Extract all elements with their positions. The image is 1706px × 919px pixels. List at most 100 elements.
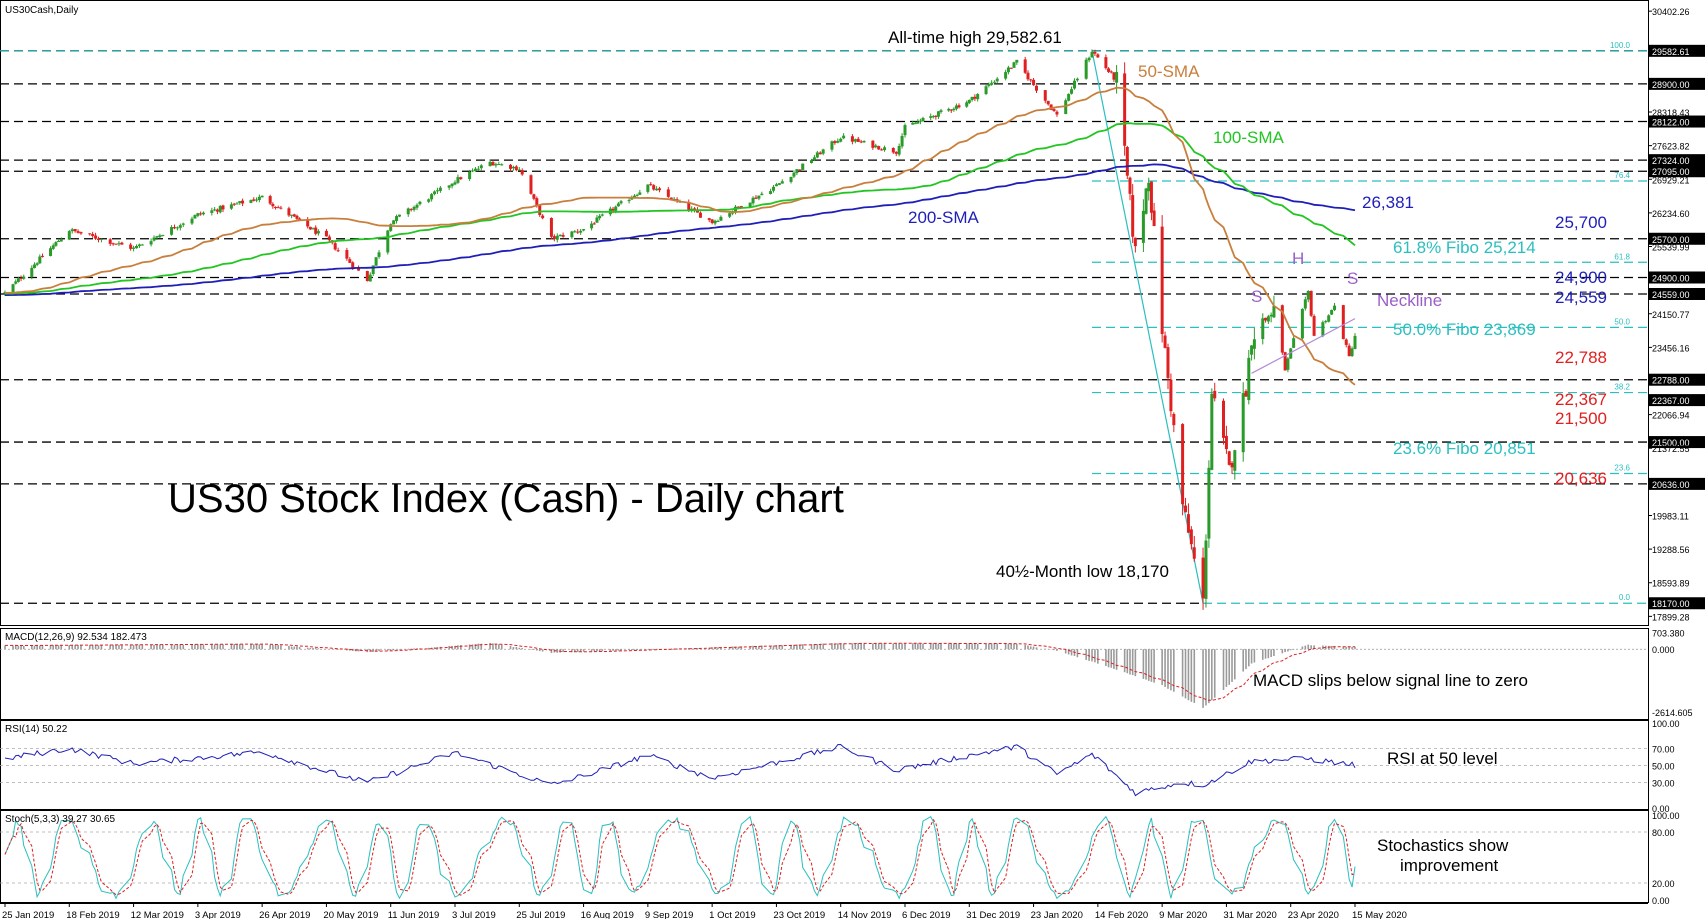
candle (97, 236, 101, 243)
candle (1201, 547, 1205, 610)
candle-body (1026, 72, 1030, 80)
candle-body (1289, 348, 1293, 359)
stoch-d-line (4, 818, 1356, 896)
candle-body (1067, 93, 1071, 101)
candle-body (913, 123, 917, 125)
candle (1004, 69, 1008, 81)
candle-body (70, 229, 74, 232)
candle (412, 205, 416, 212)
candle-body (842, 135, 846, 139)
candle (70, 227, 74, 234)
candle (1109, 70, 1113, 74)
candle-body (111, 243, 115, 245)
candle (468, 169, 472, 181)
candle-body (1333, 305, 1337, 311)
candle-body (450, 183, 454, 187)
candle-body (538, 204, 542, 216)
candle-body (549, 217, 553, 237)
sma200-label: 200-SMA (908, 208, 980, 227)
candle (19, 275, 23, 282)
candle (479, 164, 483, 171)
candle (751, 196, 755, 206)
candle-body (190, 218, 194, 224)
candle-body (632, 195, 636, 198)
hs-head-label: H (1292, 249, 1304, 268)
candle-body (514, 166, 518, 171)
candle (114, 243, 118, 245)
candle (900, 133, 904, 149)
candle-body (1241, 393, 1245, 453)
candle-body (836, 140, 840, 143)
candle-body (1009, 67, 1013, 69)
candle-body (488, 161, 492, 167)
level-21500-label: 21,500 (1555, 409, 1607, 428)
candle (54, 241, 58, 247)
candle (590, 221, 594, 231)
candle-body (427, 199, 431, 202)
candle (314, 225, 318, 236)
candle-body (916, 121, 920, 124)
candle (76, 229, 80, 234)
stoch-annotation-line-1: Stochastics show (1377, 836, 1509, 855)
candle (229, 202, 233, 210)
candle (1128, 176, 1132, 201)
candle (433, 190, 437, 196)
candle (1046, 100, 1050, 106)
candle-body (1330, 310, 1334, 315)
candle (32, 262, 36, 269)
candle (473, 167, 477, 172)
candle (600, 213, 604, 217)
price-tick-label: 27623.82 (1652, 142, 1690, 152)
candle (690, 206, 694, 213)
candle (88, 233, 92, 236)
candle-body (308, 226, 312, 230)
candle-body (535, 198, 539, 206)
candle-body (1034, 85, 1038, 91)
candle-body (649, 184, 653, 186)
candle (1250, 345, 1254, 361)
candle (713, 219, 717, 226)
price-tick-label: 22788.00 (1652, 376, 1690, 386)
fib236-label: 23.6% Fibo 20,851 (1393, 439, 1536, 458)
candle (990, 80, 994, 86)
candle (655, 186, 659, 191)
candle (1312, 314, 1316, 337)
date-tick-label: 9 Sep 2019 (645, 910, 694, 919)
candle-body (306, 219, 310, 227)
candle (792, 170, 796, 178)
candle (260, 195, 264, 198)
candle (769, 188, 773, 195)
hs-left-shoulder-label: S (1251, 287, 1262, 306)
candle-body (987, 84, 991, 86)
candle-body (1247, 357, 1251, 401)
candle (897, 143, 901, 157)
candle-body (1070, 89, 1074, 94)
candle (1207, 460, 1211, 548)
candle-body (149, 241, 153, 245)
candle-body (520, 170, 524, 175)
candle-body (1125, 147, 1129, 176)
candle (117, 241, 121, 247)
candle-body (368, 274, 372, 282)
candle-body (1350, 348, 1354, 356)
candle-body (780, 181, 784, 184)
candle-body (271, 203, 275, 207)
price-tick-label: 22066.94 (1652, 411, 1690, 421)
candle (880, 148, 884, 151)
candle-body (1303, 299, 1307, 309)
candle-body (561, 235, 565, 237)
candle (995, 77, 999, 83)
candle-body (760, 193, 764, 196)
candle-body (532, 194, 536, 199)
candle (541, 214, 545, 220)
macd-tick-label: -2614.605 (1652, 708, 1693, 718)
candle-body (129, 244, 133, 249)
candle-body (1055, 111, 1059, 115)
candle (833, 140, 837, 145)
candle-body (1272, 306, 1276, 318)
stoch-k-line (4, 815, 1356, 900)
candle (1115, 65, 1119, 94)
candle (1084, 57, 1088, 80)
candle (456, 174, 460, 184)
fib-level-label: 0.0 (1619, 593, 1631, 602)
